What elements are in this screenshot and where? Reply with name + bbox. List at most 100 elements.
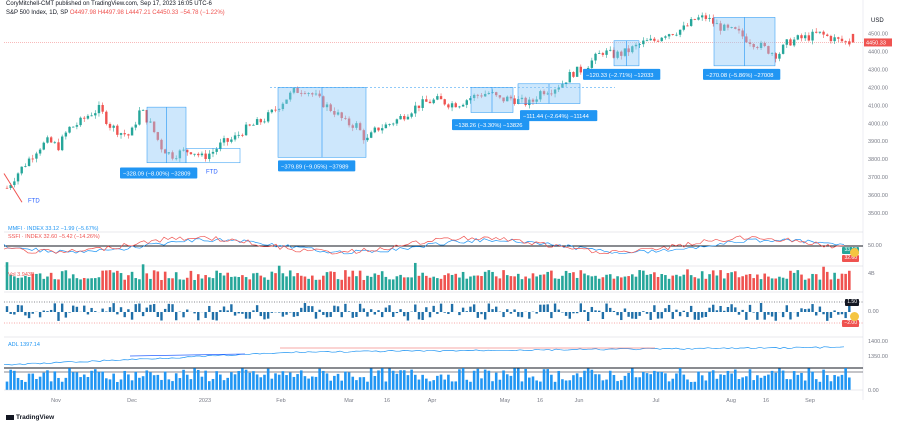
osc-bar bbox=[487, 303, 491, 312]
candle-body bbox=[601, 53, 605, 55]
volume-bar bbox=[675, 274, 678, 290]
hist-bar bbox=[303, 376, 307, 390]
hist-bar bbox=[594, 374, 597, 390]
volume-bar bbox=[377, 274, 380, 290]
candle-body bbox=[620, 51, 623, 56]
hist-bar bbox=[266, 368, 270, 390]
osc-bar bbox=[68, 312, 71, 313]
osc-bar bbox=[465, 311, 468, 312]
hist-bar bbox=[814, 379, 818, 390]
volume-bar bbox=[20, 277, 24, 290]
volume-bar bbox=[82, 277, 86, 290]
hist-bar bbox=[355, 380, 358, 390]
candle-body bbox=[572, 72, 575, 77]
volume-bar bbox=[233, 276, 237, 290]
osc-bar bbox=[745, 312, 748, 320]
candle-body bbox=[645, 40, 649, 42]
candle-body bbox=[770, 53, 774, 54]
volume-bar bbox=[553, 278, 557, 290]
hist-bar bbox=[200, 376, 204, 390]
osc-bar bbox=[399, 309, 402, 312]
candle-body bbox=[634, 44, 638, 47]
volume-bar bbox=[31, 273, 35, 290]
candle-body bbox=[480, 95, 483, 97]
candle-body bbox=[851, 33, 855, 43]
volume-bar bbox=[193, 279, 196, 290]
volume-bar bbox=[307, 278, 310, 290]
candle-body bbox=[502, 97, 505, 102]
osc-bar bbox=[141, 312, 145, 317]
time-axis-label: Apr bbox=[428, 398, 437, 404]
candle-body bbox=[336, 112, 340, 115]
hist-bar bbox=[557, 370, 561, 390]
candle-body bbox=[737, 28, 741, 31]
hist-bar bbox=[53, 371, 57, 390]
volume-bar bbox=[185, 277, 189, 290]
candle-body bbox=[358, 123, 362, 131]
volume-bar bbox=[340, 279, 344, 290]
osc-bar bbox=[436, 312, 439, 314]
volume-bar bbox=[664, 275, 667, 290]
osc-bar bbox=[75, 306, 79, 312]
osc-bar bbox=[366, 312, 369, 317]
volume-bar bbox=[329, 271, 332, 290]
osc-bar bbox=[450, 303, 454, 312]
volume-bar bbox=[134, 278, 138, 290]
hist-bar bbox=[255, 374, 259, 390]
trend-line bbox=[3, 173, 23, 203]
osc-bar bbox=[638, 312, 641, 316]
osc-bar bbox=[671, 312, 674, 319]
candle-body bbox=[837, 37, 840, 39]
osc-bar bbox=[712, 304, 715, 312]
candle-body bbox=[781, 44, 785, 54]
hist-bar bbox=[535, 380, 538, 390]
volume-bar bbox=[601, 277, 605, 290]
osc-bar bbox=[230, 304, 233, 312]
candle-body bbox=[667, 34, 671, 37]
volume-bar bbox=[737, 277, 741, 290]
volume-bar bbox=[756, 274, 759, 290]
time-axis-label: Sep bbox=[805, 398, 815, 404]
osc-bar bbox=[152, 304, 156, 312]
tradingview-icon bbox=[6, 414, 14, 420]
hist-bar bbox=[377, 370, 380, 390]
osc-bar bbox=[340, 312, 343, 318]
candle-body bbox=[822, 31, 825, 35]
volume-bar bbox=[288, 270, 292, 290]
hist-bar bbox=[763, 375, 767, 390]
osc-bar bbox=[715, 310, 719, 312]
hist-bar bbox=[163, 371, 167, 390]
osc-bar bbox=[149, 304, 152, 312]
volume-bar bbox=[16, 277, 20, 290]
candle-body bbox=[395, 119, 399, 124]
osc-bar bbox=[226, 310, 229, 312]
candle-body bbox=[149, 121, 152, 123]
osc-bar bbox=[270, 312, 274, 313]
candle-body bbox=[241, 134, 244, 136]
osc-bar bbox=[513, 309, 516, 312]
osc-bar bbox=[833, 310, 836, 312]
hist-bar bbox=[748, 369, 752, 390]
volume-bar bbox=[472, 275, 476, 290]
osc-bar bbox=[483, 312, 487, 320]
candle-body bbox=[219, 142, 222, 150]
volume-bar bbox=[384, 276, 388, 290]
candle-body bbox=[609, 49, 612, 51]
volume-bar bbox=[71, 274, 75, 290]
osc-bar bbox=[667, 304, 671, 312]
hist-bar bbox=[49, 381, 53, 390]
hist-bar bbox=[20, 379, 24, 390]
osc-bar bbox=[752, 312, 755, 313]
hist-bar bbox=[193, 368, 196, 390]
volume-bar bbox=[167, 278, 171, 290]
volume-bar bbox=[711, 270, 715, 290]
hist-bar bbox=[318, 368, 321, 390]
volume-bar bbox=[653, 272, 656, 290]
hist-bar bbox=[848, 377, 851, 390]
candle-body bbox=[472, 94, 476, 99]
time-axis-label: Jun bbox=[575, 398, 584, 404]
volume-bar bbox=[75, 278, 79, 290]
adl-axis-label: 1350.00 bbox=[868, 354, 888, 360]
hist-bar bbox=[811, 371, 814, 390]
volume-bar bbox=[130, 271, 134, 290]
